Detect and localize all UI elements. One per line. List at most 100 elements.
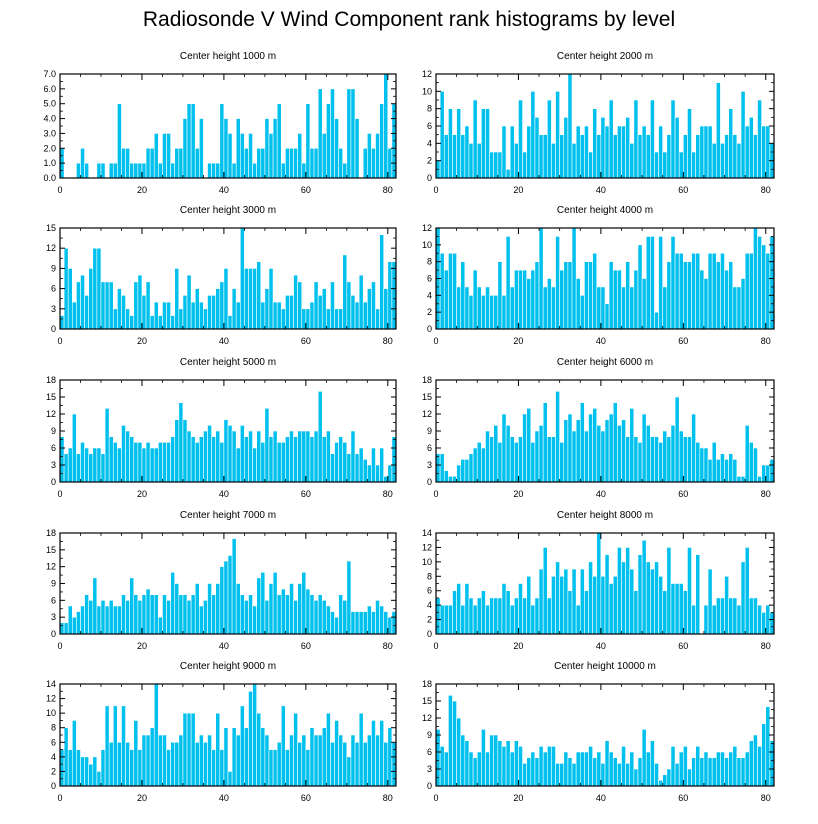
histogram-bar [571, 430, 577, 483]
histogram-bar [645, 236, 651, 330]
histogram-bar [748, 597, 754, 635]
histogram-bar [662, 774, 668, 787]
histogram-bar [736, 604, 742, 635]
histogram-bar [313, 430, 319, 483]
histogram-bar [338, 594, 344, 635]
histogram-bar [182, 295, 188, 330]
histogram-bar [166, 442, 171, 483]
histogram-bar [534, 757, 540, 787]
histogram-bar [617, 269, 622, 330]
panel-title: Center height 8000 m [557, 510, 653, 521]
histogram-bar [757, 604, 762, 635]
chart-panel: Center height 4000 m 0 20 40 60 80 0 2 4 6 8 10 12 [422, 205, 775, 346]
y-tick-label: 6 [427, 586, 432, 596]
histogram-bar [342, 254, 348, 330]
histogram-bar [460, 261, 466, 330]
histogram-bar [769, 612, 775, 635]
y-tick-label: 3 [51, 612, 56, 622]
histogram-bar [641, 539, 647, 635]
histogram-bar [666, 436, 672, 483]
y-tick-label: 9 [51, 426, 56, 436]
histogram-bar [297, 583, 303, 635]
histogram-bar [518, 436, 523, 483]
histogram-bar [678, 430, 684, 483]
histogram-bar [641, 729, 647, 787]
x-tick-label: 80 [761, 336, 771, 346]
histogram-bar [703, 447, 709, 483]
histogram-bar [443, 604, 449, 635]
histogram-bar [379, 447, 385, 483]
x-tick-label: 0 [57, 793, 62, 803]
histogram-bar [186, 600, 192, 635]
histogram-bar [621, 746, 626, 787]
histogram-bar [100, 281, 106, 330]
histogram-bar [579, 402, 585, 483]
histogram-bar [439, 252, 445, 330]
histogram-bar [687, 261, 692, 330]
histogram-bar [633, 99, 639, 179]
histogram-bar [514, 269, 519, 330]
histogram-bar [703, 751, 709, 787]
y-tick-label: 7.0 [43, 69, 56, 79]
histogram-bar [509, 286, 515, 330]
histogram-bar [654, 311, 659, 330]
x-tick-label: 40 [596, 336, 606, 346]
histogram-bar [538, 227, 544, 330]
y-tick-label: 2 [427, 156, 432, 166]
histogram-bar [707, 757, 713, 787]
histogram-bar [321, 288, 327, 330]
histogram-bar [158, 162, 163, 179]
histogram-bar [256, 577, 262, 635]
x-tick-label: 40 [596, 185, 606, 195]
histogram-bar [76, 611, 81, 635]
histogram-bar [637, 442, 643, 483]
x-tick-label: 60 [301, 185, 311, 195]
histogram-bar [456, 108, 462, 179]
panel-title: Center height 2000 m [557, 51, 653, 62]
histogram-bar [753, 227, 758, 330]
histogram-bar [744, 125, 750, 179]
histogram-bar [272, 571, 278, 635]
histogram-bar [190, 712, 196, 787]
histogram-bar [571, 143, 577, 179]
histogram-bar [452, 134, 457, 179]
histogram-bar [326, 712, 331, 787]
histogram-bar [612, 402, 618, 483]
panel-title: Center height 6000 m [557, 357, 653, 368]
histogram-bar [285, 436, 290, 483]
histogram-bar [244, 268, 249, 330]
histogram-bar [330, 281, 335, 330]
histogram-bar [133, 281, 139, 330]
histogram-bar [227, 315, 233, 330]
x-tick-label: 20 [513, 336, 523, 346]
histogram-bar [293, 147, 298, 179]
histogram-bar [67, 605, 73, 635]
histogram-bar [92, 447, 98, 483]
histogram-bar [223, 419, 229, 483]
histogram-bar [769, 236, 775, 330]
histogram-bar [96, 771, 102, 787]
histogram-bar [509, 125, 515, 179]
histogram-bar [608, 751, 614, 787]
histogram-bar [248, 133, 253, 179]
histogram-bar [301, 430, 307, 483]
histogram-bar [728, 597, 734, 635]
histogram-bar [761, 244, 767, 330]
histogram-bar [362, 611, 368, 635]
histogram-bar [600, 430, 606, 483]
histogram-bar [326, 308, 331, 330]
histogram-bar [227, 425, 233, 483]
histogram-bar [579, 295, 585, 330]
histogram-bar [379, 720, 385, 787]
histogram-bar [645, 751, 651, 787]
histogram-bar [715, 261, 721, 330]
histogram-bar [485, 286, 490, 330]
histogram-bar [346, 281, 352, 330]
histogram-bar [715, 459, 721, 483]
y-tick-label: 10 [422, 240, 432, 250]
histogram-bar [592, 575, 598, 635]
histogram-bar [100, 600, 106, 635]
histogram-bar [501, 746, 507, 787]
histogram-bar [174, 741, 180, 787]
histogram-bar [215, 712, 221, 787]
